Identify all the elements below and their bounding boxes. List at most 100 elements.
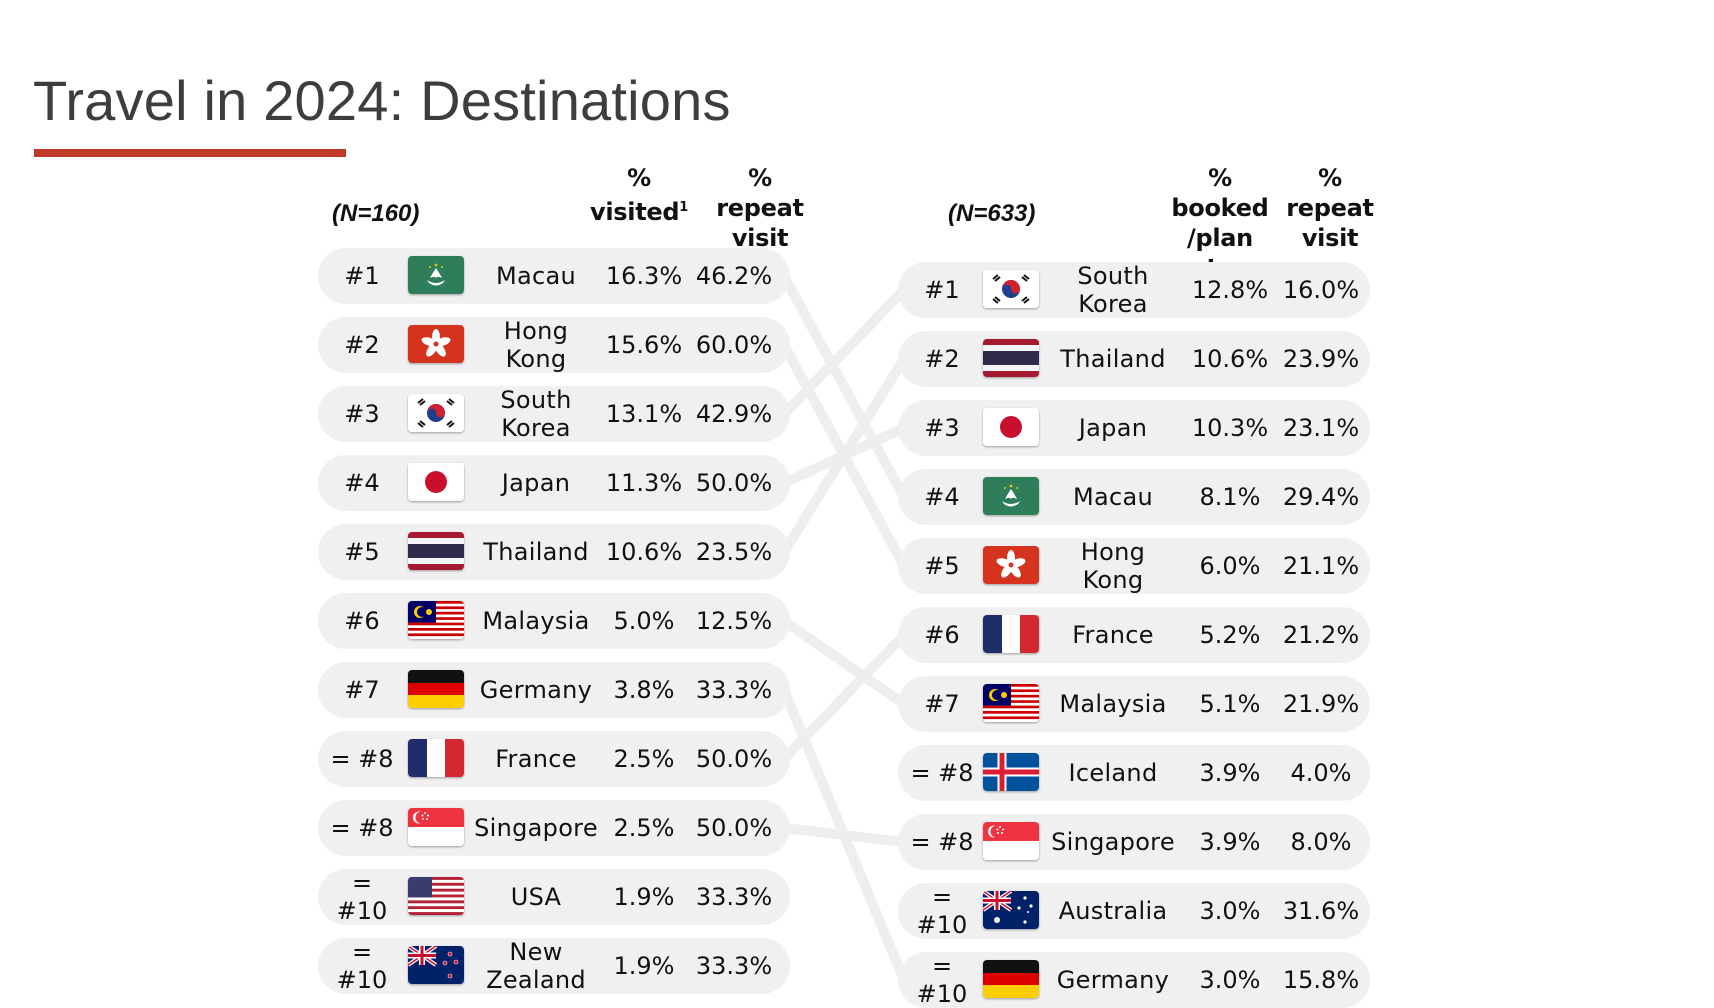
percent-visited: 16.3% [605, 262, 683, 290]
thailand-flag-icon [983, 339, 1039, 377]
percent-booked: 5.1% [1199, 690, 1261, 718]
percent-repeat-visit: 15.8% [1282, 966, 1360, 994]
percent-repeat-visit: 33.3% [695, 952, 773, 980]
percent-repeat-visit: 42.9% [695, 400, 773, 428]
south-korea-flag-icon [408, 394, 464, 432]
france-flag-icon [408, 739, 464, 777]
percent-repeat-visit: 12.5% [695, 607, 773, 635]
country-name: Germany [1056, 966, 1170, 994]
country-name: Iceland [1068, 759, 1158, 787]
singapore-flag-icon [408, 808, 464, 846]
percent-repeat-visit: 50.0% [695, 814, 773, 842]
connector-south-korea [779, 285, 909, 419]
macau-flag-icon [983, 477, 1039, 515]
right-row-germany: = #10 Germany 3.0% 15.8% [898, 952, 1370, 1008]
percent-repeat-visit: 4.0% [1290, 759, 1352, 787]
left-sample-size: (N=160) [332, 200, 420, 227]
percent-booked: 3.0% [1199, 966, 1261, 994]
country-name: Malaysia [482, 607, 590, 635]
percent-booked: 12.8% [1191, 276, 1269, 304]
rank-label: #7 [344, 676, 380, 704]
percent-booked: 3.9% [1199, 759, 1261, 787]
percent-booked: 8.1% [1199, 483, 1261, 511]
country-name: New Zealand [486, 938, 586, 994]
malaysia-flag-icon [983, 684, 1039, 722]
country-name: Macau [1072, 483, 1154, 511]
left-row-singapore: = #8 Singapore 2.5% 50.0% [318, 800, 790, 856]
percent-repeat-visit: 60.0% [695, 331, 773, 359]
percent-repeat-visit: 31.6% [1282, 897, 1360, 925]
percent-repeat-visit: 50.0% [695, 745, 773, 773]
left-row-germany: #7 Germany 3.8% 33.3% [318, 662, 790, 718]
country-name: Macau [495, 262, 577, 290]
right-row-australia: = #10 Australia 3.0% 31.6% [898, 883, 1370, 939]
japan-flag-icon [983, 408, 1039, 446]
percent-visited: 11.3% [605, 469, 683, 497]
left-row-japan: #4 Japan 11.3% 50.0% [318, 455, 790, 511]
south-korea-flag-icon [983, 270, 1039, 308]
percent-repeat-visit: 8.0% [1290, 828, 1352, 856]
rank-label: = #8 [330, 814, 394, 842]
percent-visited: 13.1% [605, 400, 683, 428]
percent-repeat-visit: 33.3% [695, 676, 773, 704]
percent-visited: 2.5% [613, 814, 675, 842]
left-header-repeat-visit: % repeat visit [716, 164, 804, 252]
percent-visited: 15.6% [605, 331, 683, 359]
percent-booked: 6.0% [1199, 552, 1261, 580]
percent-visited: 3.8% [613, 676, 675, 704]
country-name: Thailand [1060, 345, 1166, 373]
hong-kong-flag-icon [408, 325, 464, 363]
percent-booked: 10.6% [1191, 345, 1269, 373]
rank-label: #4 [924, 483, 960, 511]
right-row-macau: #4 Macau 8.1% 29.4% [898, 469, 1370, 525]
rank-label: #3 [344, 400, 380, 428]
rank-label: #2 [924, 345, 960, 373]
left-row-france: = #8 France 2.5% 50.0% [318, 731, 790, 787]
singapore-flag-icon [983, 822, 1039, 860]
country-name: Hong Kong [1080, 538, 1146, 594]
left-row-usa: = #10 USA 1.9% 33.3% [318, 869, 790, 925]
percent-repeat-visit: 21.1% [1282, 552, 1360, 580]
right-row-south-korea: #1 South Korea 12.8% 16.0% [898, 262, 1370, 318]
percent-repeat-visit: 23.5% [695, 538, 773, 566]
country-name: South Korea [1077, 262, 1149, 318]
connector-france [779, 630, 909, 764]
percent-visited: 1.9% [613, 883, 675, 911]
rank-label: #6 [344, 607, 380, 635]
rank-label: #1 [344, 262, 380, 290]
rank-label: = #8 [910, 759, 974, 787]
country-name: Singapore [1051, 828, 1175, 856]
country-name: Singapore [474, 814, 598, 842]
connector-singapore [779, 823, 909, 847]
connector-macau [779, 271, 909, 502]
connector-malaysia [779, 616, 909, 709]
percent-visited: 10.6% [605, 538, 683, 566]
percent-repeat-visit: 21.2% [1282, 621, 1360, 649]
rank-label: #1 [924, 276, 960, 304]
percent-booked: 10.3% [1191, 414, 1269, 442]
macau-flag-icon [408, 256, 464, 294]
country-name: South Korea [500, 386, 572, 442]
connector-thailand [779, 354, 909, 557]
country-name: France [495, 745, 577, 773]
left-header-visited: % visited1 [590, 164, 688, 226]
rank-label: #3 [924, 414, 960, 442]
left-row-thailand: #5 Thailand 10.6% 23.5% [318, 524, 790, 580]
left-row-macau: #1 Macau 16.3% 46.2% [318, 248, 790, 304]
country-name: Japan [501, 469, 571, 497]
percent-booked: 3.9% [1199, 828, 1261, 856]
right-row-hong-kong: #5 Hong Kong 6.0% 21.1% [898, 538, 1370, 594]
title-underline [34, 149, 346, 157]
percent-booked: 5.2% [1199, 621, 1261, 649]
right-row-iceland: = #8 Iceland 3.9% 4.0% [898, 745, 1370, 801]
rank-label: #7 [924, 690, 960, 718]
usa-flag-icon [408, 877, 464, 915]
percent-repeat-visit: 50.0% [695, 469, 773, 497]
rank-label: #5 [344, 538, 380, 566]
hong-kong-flag-icon [983, 546, 1039, 584]
country-name: Australia [1058, 897, 1168, 925]
country-name: Germany [479, 676, 593, 704]
right-row-malaysia: #7 Malaysia 5.1% 21.9% [898, 676, 1370, 732]
rank-label: #4 [344, 469, 380, 497]
rank-label: = #10 [916, 952, 968, 1008]
